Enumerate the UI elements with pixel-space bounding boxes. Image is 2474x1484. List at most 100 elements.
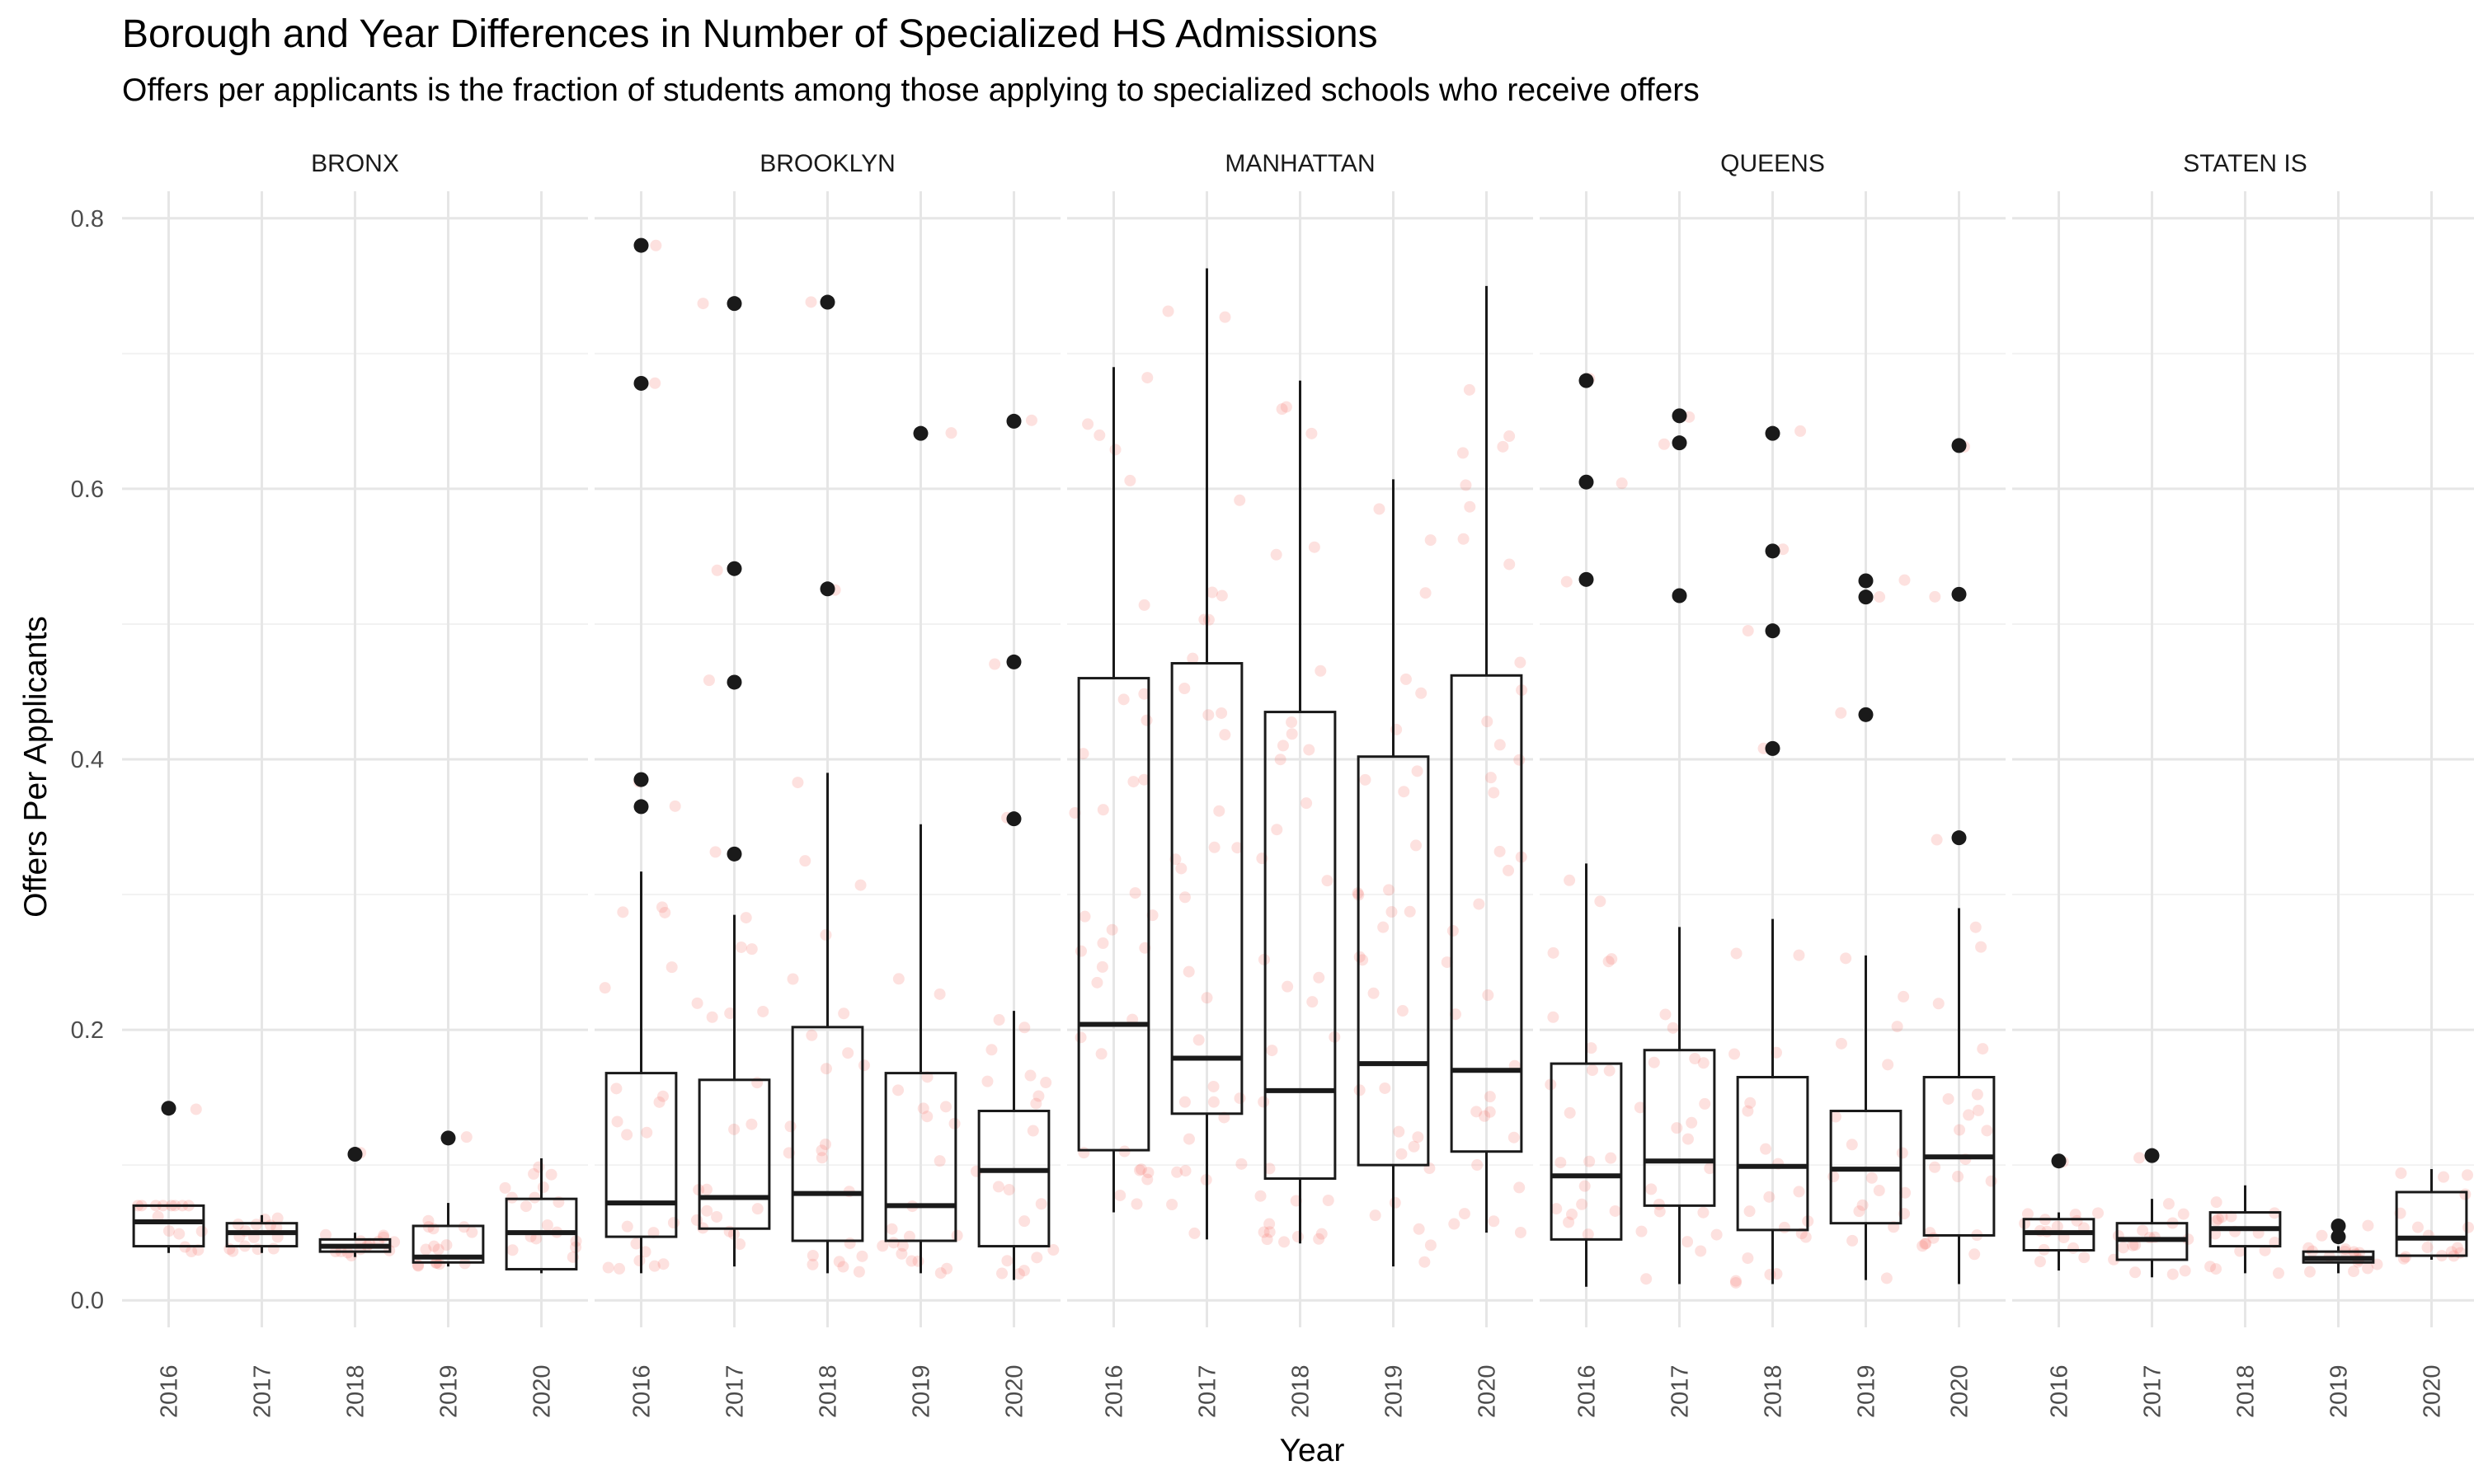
jitter-point — [614, 1262, 626, 1275]
jitter-point — [1446, 924, 1459, 937]
x-tick-label: 2018 — [2233, 1364, 2260, 1418]
jitter-point — [697, 298, 709, 310]
jitter-point — [886, 1223, 898, 1235]
jitter-point — [1827, 1171, 1840, 1183]
jitter-point — [533, 1161, 545, 1173]
jitter-point — [1645, 1183, 1658, 1195]
jitter-point — [1219, 311, 1231, 323]
jitter-point — [1576, 1198, 1588, 1210]
jitter-point — [1932, 998, 1945, 1010]
jitter-point — [1898, 990, 1910, 1003]
outlier-point — [913, 425, 929, 441]
jitter-point — [1266, 1045, 1278, 1057]
jitter-point — [1456, 447, 1469, 459]
jitter-point — [1954, 1124, 1966, 1136]
jitter-point — [1027, 1125, 1039, 1137]
jitter-point — [1018, 1021, 1031, 1034]
jitter-point — [1441, 956, 1453, 969]
outlier-point — [727, 561, 742, 576]
jitter-point — [1202, 709, 1215, 721]
jitter-point — [1481, 716, 1493, 728]
facet-label: BROOKLYN — [760, 150, 896, 177]
jitter-point — [1383, 884, 1395, 896]
jitter-point — [530, 1233, 543, 1245]
jitter-point — [2395, 1167, 2407, 1180]
jitter-point — [1981, 1125, 1993, 1137]
x-tick-label: 2018 — [343, 1364, 369, 1418]
x-tick-label: 2016 — [1102, 1364, 1128, 1418]
x-tick-label: 2016 — [2047, 1364, 2073, 1418]
jitter-point — [1129, 887, 1141, 899]
box-2020 — [1441, 285, 1528, 1238]
x-tick-label: 2020 — [1475, 1364, 1501, 1418]
jitter-point — [1763, 1190, 1776, 1203]
outlier-point — [633, 237, 649, 253]
jitter-point — [2067, 1242, 2080, 1254]
jitter-point — [820, 1063, 832, 1075]
jitter-point — [1079, 910, 1091, 923]
jitter-point — [1047, 1244, 1060, 1256]
y-axis: 0.0 0.2 0.4 0.6 0.8 — [71, 206, 104, 1314]
jitter-point — [1315, 665, 1327, 677]
jitter-point — [1315, 1228, 1328, 1240]
jitter-point — [724, 1007, 736, 1020]
jitter-point — [1977, 1043, 1989, 1055]
jitter-point — [1742, 625, 1754, 637]
x-tick-label: 2016 — [629, 1364, 656, 1418]
jitter-point — [903, 1230, 915, 1242]
jitter-point — [1488, 787, 1500, 799]
jitter-point — [1564, 874, 1576, 886]
jitter-point — [2462, 1221, 2474, 1233]
jitter-point — [1484, 1091, 1496, 1103]
box-2020 — [970, 413, 1060, 1280]
jitter-point — [1419, 587, 1432, 599]
jitter-point — [945, 427, 957, 439]
jitter-point — [1582, 1228, 1594, 1241]
jitter-point — [1594, 895, 1606, 908]
jitter-point — [1920, 1237, 1932, 1250]
outlier-point — [1672, 588, 1687, 603]
jitter-point — [1742, 1105, 1754, 1117]
jitter-point — [1201, 992, 1213, 1004]
jitter-point — [1704, 1162, 1716, 1175]
jitter-point — [1794, 425, 1807, 437]
jitter-point — [1096, 960, 1108, 973]
jitter-point — [621, 1220, 633, 1233]
jitter-point — [1856, 1199, 1869, 1211]
jitter-point — [1131, 1198, 1143, 1210]
jitter-point — [787, 973, 799, 985]
y-tick-label: 0.6 — [71, 477, 104, 503]
jitter-point — [621, 1129, 633, 1141]
outlier-point — [633, 799, 649, 815]
jitter-point — [728, 1123, 741, 1135]
jitter-point — [1513, 1181, 1526, 1194]
jitter-point — [820, 929, 832, 942]
y-tick-label: 0.2 — [71, 1017, 104, 1044]
jitter-point — [1001, 1255, 1014, 1267]
x-tick-label: 2016 — [1574, 1364, 1601, 1418]
jitter-point — [1075, 1031, 1087, 1044]
jitter-point — [656, 1090, 669, 1102]
jitter-point — [433, 1258, 445, 1270]
jitter-point — [1183, 965, 1195, 978]
jitter-point — [1124, 474, 1136, 486]
jitter-point — [617, 906, 629, 918]
jitter-point — [1744, 1097, 1757, 1109]
jitter-point — [2051, 1220, 2063, 1233]
jitter-point — [1353, 1084, 1366, 1097]
jitter-point — [1710, 1228, 1723, 1241]
box-2019 — [1827, 573, 1912, 1284]
box-body — [1170, 662, 1244, 1115]
jitter-point — [1367, 987, 1380, 999]
jitter-point — [1188, 1227, 1201, 1239]
jitter-point — [1840, 952, 1852, 965]
jitter-point — [1969, 921, 1982, 933]
jitter-point — [1764, 1268, 1776, 1280]
jitter-point — [506, 1244, 519, 1256]
jitter-point — [1448, 1218, 1460, 1230]
jitter-point — [2234, 1245, 2246, 1257]
y-tick-label: 0.0 — [71, 1288, 104, 1314]
jitter-point — [1024, 1069, 1037, 1082]
jitter-point — [1025, 414, 1037, 426]
jitter-point — [630, 1237, 642, 1250]
